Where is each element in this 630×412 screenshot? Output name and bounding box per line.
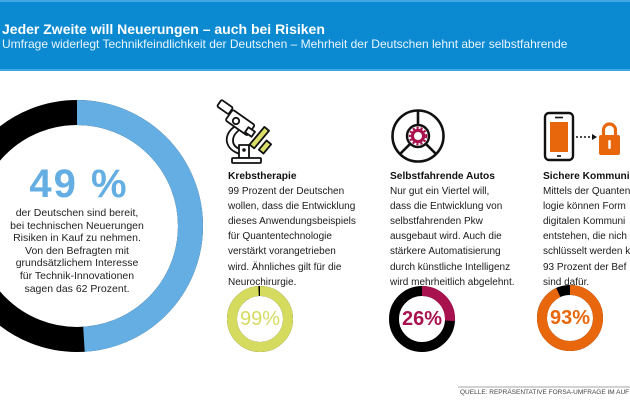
smartphone-lock-icon [543,111,620,162]
column-line: schlüsselt werden k [543,246,630,258]
donut-sichere-kommunikation [537,285,603,351]
column-line: logie können Form [543,201,626,213]
donut-krebstherapie-value-arc [227,286,293,352]
column-line: selbstfahrenden Pkw [390,216,483,228]
header-banner: Jeder Zweite will Neuerungen – auch bei … [0,0,630,71]
hero-line: Von den Befragten mit [25,244,129,257]
column-line: Mittels der Quanten [543,186,630,198]
donut-autos-value-arc [389,286,455,352]
donut-krebstherapie [227,286,293,352]
column-line: 93 Prozent der Bef [543,261,627,273]
microscope-icon [216,99,273,164]
hero-line: sagen das 62 Prozent. [24,282,130,295]
column-krebstherapie: Krebstherapie 99 Prozent der Deutschen w… [228,169,356,290]
column-selbstfahrende-autos: Selbstfahrende Autos Nur gut ein Viertel… [390,169,515,290]
hero-line: bei technischen Neuerungen [10,219,144,232]
column-line: für Quantentechnologie [228,231,332,243]
donut-label-krebstherapie: 99% [239,308,281,330]
donut-label-kommunikation: 93% [549,307,591,329]
column-line: digitalen Kommuni [543,216,626,228]
column-line: dieses Anwendungsbeispiels [228,216,356,228]
hero-description: der Deutschen sind bereit, bei technisch… [0,207,154,295]
column-line: wird. Ähnliches gilt für die [228,261,342,273]
column-line: durch künstliche Intelligenz [390,261,511,273]
column-sichere-kommunikation: Sichere Kommuni Mittels der Quanten logi… [543,169,630,290]
column-line: Nur gut ein Viertel will, [390,186,490,198]
column-line: ausgebaut wird. Auch die [390,231,502,243]
column-line: wollen, dass die Entwicklung [228,201,356,213]
lock-icon [601,122,618,135]
hero-line: für Technik-Innovationen [19,269,135,282]
column-line: dass die Entwicklung von [390,201,503,213]
hero-line: grundsätzlichem Interesse [15,257,139,270]
column-line: verstärkt vorangetrieben [228,246,336,258]
column-heading: Sichere Kommuni [543,171,630,182]
column-line: stärkere Automatisierung [390,246,501,258]
page-subtitle: Umfrage widerlegt Technikfeindlichkeit d… [2,37,568,51]
page-title: Jeder Zweite will Neuerungen – auch bei … [2,21,325,37]
source-note: QUELLE: REPRÄSENTATIVE FORSA-UMFRAGE IM … [460,389,630,396]
column-line: 99 Prozent der Deutschen [228,186,345,198]
hero-line: Risiken in Kauf zu nehmen. [13,232,141,245]
column-line: entstehen, die nich [543,231,627,243]
column-heading: Selbstfahrende Autos [390,171,495,182]
column-line: Neurochirurgie. [228,276,297,288]
steering-wheel-icon [391,109,445,163]
hero-donut [0,100,203,352]
donut-selbstfahrende-autos [389,286,455,352]
column-line: sind dafür. [543,276,590,288]
column-line: wird mehrheitlich abgelehnt. [390,276,515,288]
column-heading: Krebstherapie [228,171,297,182]
donut-kommunikation-value-arc [537,285,603,351]
hero-percentage: 49 % [29,162,129,206]
hero-donut-value-arc [0,100,203,352]
donut-label-autos: 26% [401,308,443,330]
hero-line: der Deutschen sind bereit, [15,207,139,219]
